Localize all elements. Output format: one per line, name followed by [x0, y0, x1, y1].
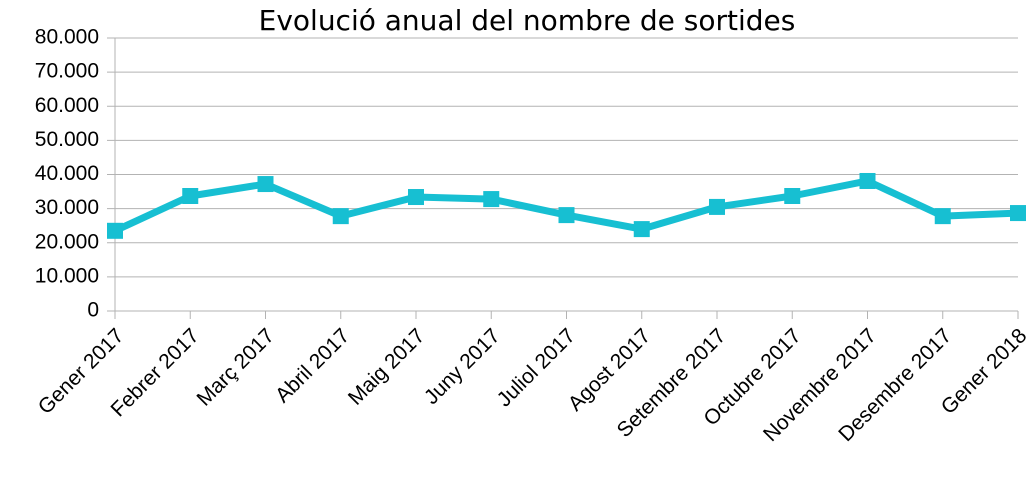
marker — [257, 176, 274, 193]
marker — [709, 198, 725, 215]
marker — [859, 172, 876, 189]
marker — [558, 207, 575, 224]
marker — [107, 222, 123, 239]
marker — [784, 187, 801, 204]
marker — [633, 221, 650, 238]
x-tick-label: Maig 2017 — [344, 324, 430, 410]
x-tick-label: Març 2017 — [193, 324, 279, 410]
y-tick-label: 0 — [87, 299, 99, 322]
y-tick-label: 80.000 — [35, 26, 99, 49]
y-tick-label: 70.000 — [35, 60, 99, 83]
marker — [1010, 205, 1026, 222]
y-tick-label: 40.000 — [35, 162, 99, 185]
x-tick-label: Juny 2017 — [420, 324, 505, 409]
y-tick-label: 30.000 — [35, 196, 99, 219]
x-tick-label: Abril 2017 — [271, 324, 354, 407]
marker — [934, 208, 951, 225]
chart-title: Evolució anual del nombre de sortides — [259, 4, 796, 37]
marker — [332, 208, 349, 225]
marker — [483, 191, 500, 208]
y-tick-label: 10.000 — [35, 264, 99, 287]
y-tick-label: 50.000 — [35, 128, 99, 151]
marker — [408, 189, 424, 206]
y-tick-label: 20.000 — [35, 230, 99, 253]
y-tick-label: 60.000 — [35, 94, 99, 117]
marker — [182, 187, 199, 204]
line — [113, 177, 1019, 234]
